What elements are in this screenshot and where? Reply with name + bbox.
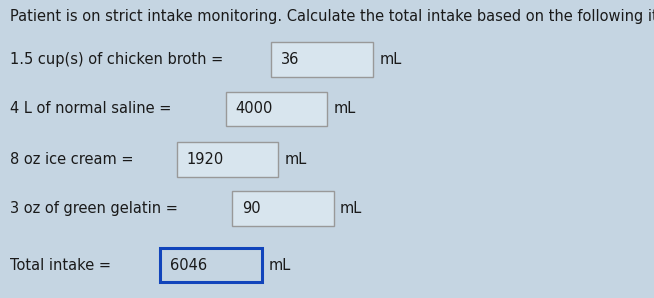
FancyBboxPatch shape: [271, 42, 373, 77]
FancyBboxPatch shape: [232, 192, 334, 226]
Text: 4 L of normal saline =: 4 L of normal saline =: [10, 101, 171, 116]
Text: mL: mL: [284, 152, 307, 167]
Text: mL: mL: [340, 201, 362, 216]
Text: 1920: 1920: [186, 152, 224, 167]
Text: 1.5 cup(s) of chicken broth =: 1.5 cup(s) of chicken broth =: [10, 52, 223, 67]
Text: 8 oz ice cream =: 8 oz ice cream =: [10, 152, 133, 167]
Text: Patient is on strict intake monitoring. Calculate the total intake based on the : Patient is on strict intake monitoring. …: [10, 9, 654, 24]
Text: mL: mL: [379, 52, 402, 67]
Text: Total intake =: Total intake =: [10, 258, 111, 273]
Text: 90: 90: [242, 201, 260, 216]
FancyBboxPatch shape: [226, 92, 327, 126]
Text: mL: mL: [334, 101, 356, 116]
Text: 6046: 6046: [170, 258, 207, 273]
FancyBboxPatch shape: [160, 248, 262, 283]
Text: 3 oz of green gelatin =: 3 oz of green gelatin =: [10, 201, 178, 216]
Text: mL: mL: [268, 258, 290, 273]
Text: 4000: 4000: [235, 101, 273, 116]
Text: 36: 36: [281, 52, 300, 67]
FancyBboxPatch shape: [177, 142, 278, 176]
